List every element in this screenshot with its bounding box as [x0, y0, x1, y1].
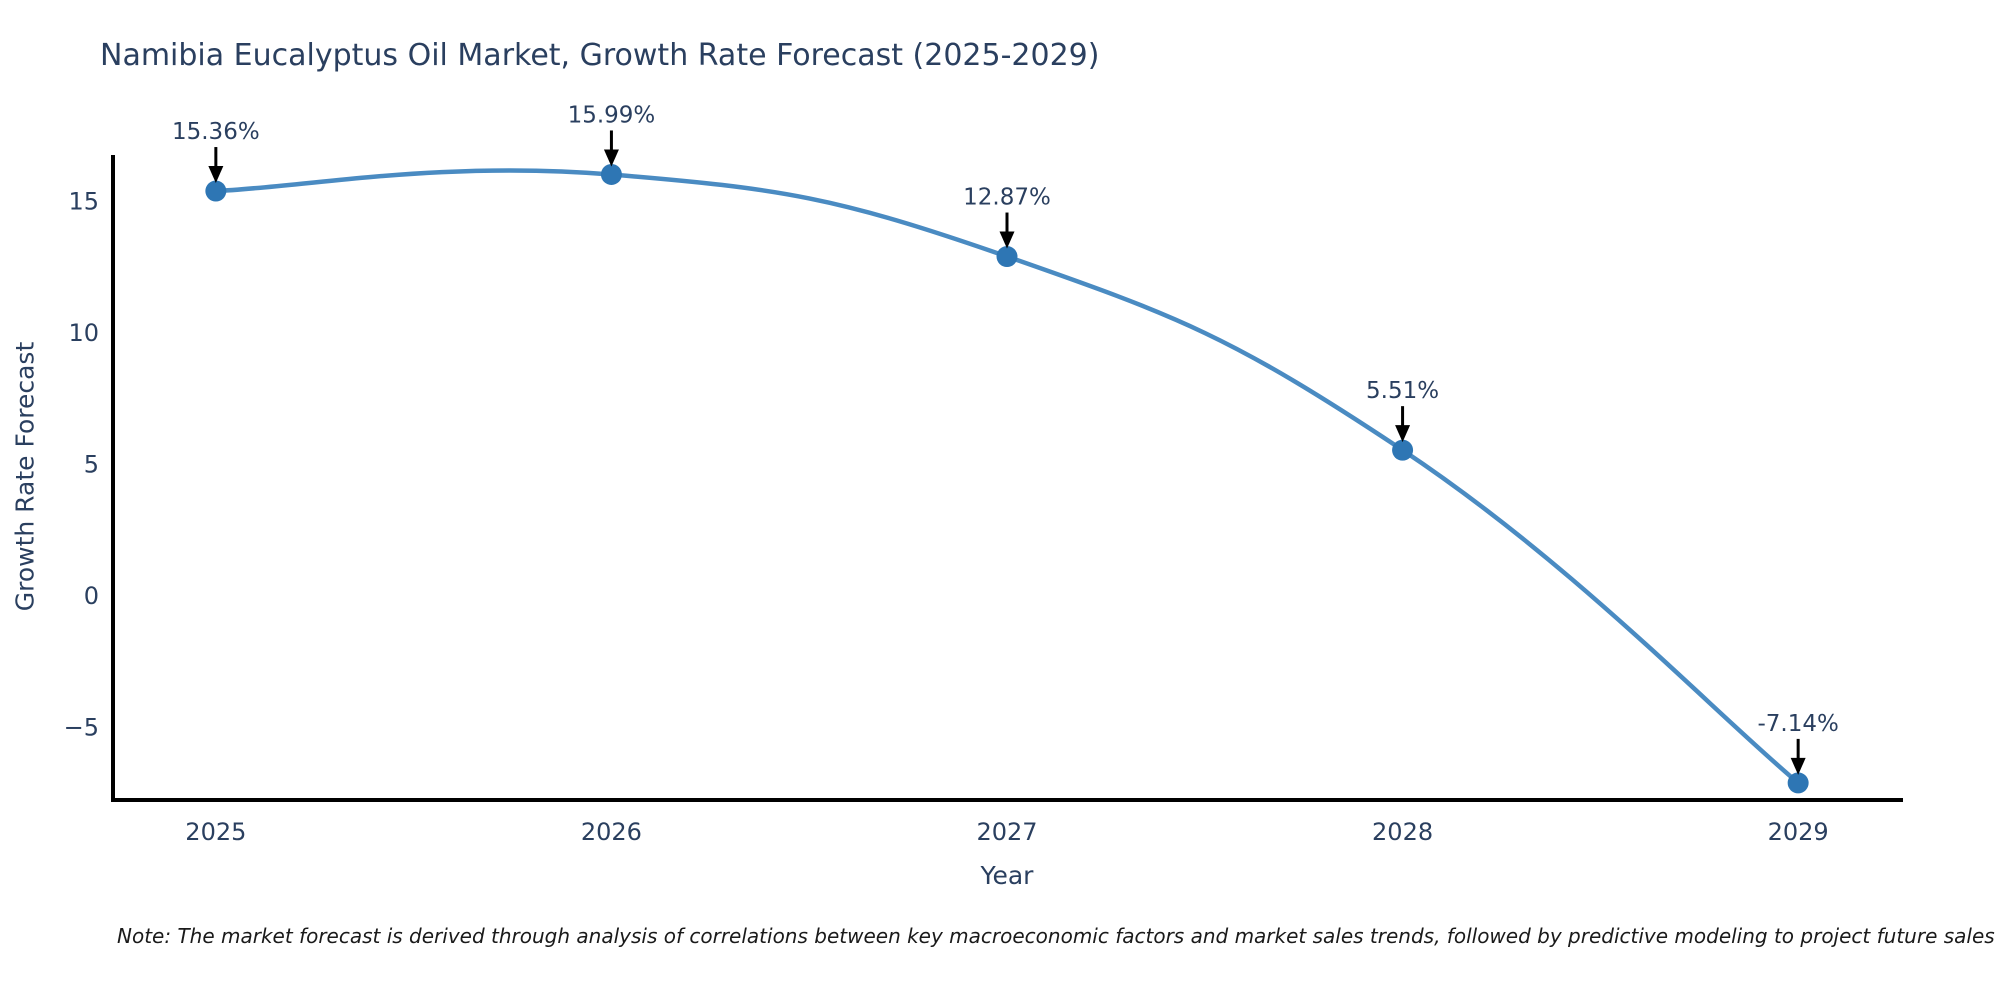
- annotation-label-2029: -7.14%: [1757, 711, 1838, 737]
- annotation-label-2028: 5.51%: [1366, 378, 1439, 404]
- x-tick-label-2026: 2026: [581, 818, 642, 846]
- annotation-arrowhead-2029: [1790, 757, 1806, 775]
- annotation-arrowhead-2027: [999, 231, 1015, 249]
- annotation-label-2027: 12.87%: [963, 185, 1051, 211]
- data-point-2029[interactable]: [1787, 772, 1809, 794]
- x-axis-title: Year: [980, 861, 1034, 890]
- y-tick-label--5: −5: [64, 714, 99, 742]
- annotation-arrowhead-2025: [208, 166, 224, 184]
- y-tick-label-5: 5: [84, 451, 99, 479]
- data-point-2027[interactable]: [996, 246, 1018, 268]
- chart-title: Namibia Eucalyptus Oil Market, Growth Ra…: [100, 38, 1100, 73]
- x-tick-label-2027: 2027: [976, 818, 1037, 846]
- y-tick-label-15: 15: [68, 188, 99, 216]
- y-tick-label-10: 10: [68, 319, 99, 347]
- annotation-label-2025: 15.36%: [172, 119, 260, 145]
- data-point-2028[interactable]: [1392, 439, 1414, 461]
- x-tick-label-2028: 2028: [1372, 818, 1433, 846]
- annotation-arrowhead-2028: [1395, 425, 1411, 443]
- footnote: Note: The market forecast is derived thr…: [117, 924, 1995, 948]
- y-axis-title: Growth Rate Forecast: [10, 341, 40, 612]
- annotation-label-2026: 15.99%: [568, 102, 656, 128]
- x-tick-label-2029: 2029: [1768, 818, 1829, 846]
- annotation-arrowhead-2026: [603, 149, 619, 167]
- x-tick-label-2025: 2025: [185, 818, 246, 846]
- y-tick-label-0: 0: [84, 582, 99, 610]
- forecast-line: [213, 168, 1801, 786]
- data-point-2025[interactable]: [205, 180, 227, 202]
- data-point-2026[interactable]: [600, 163, 622, 185]
